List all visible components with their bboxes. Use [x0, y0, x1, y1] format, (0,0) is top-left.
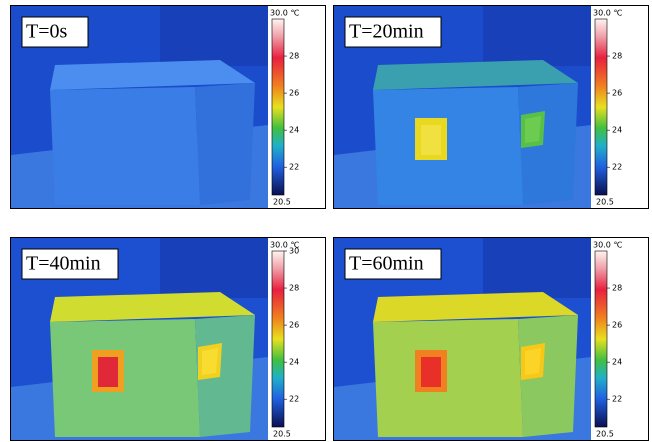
scale-min: 20.5: [273, 430, 291, 439]
tick-label: 24: [289, 358, 299, 367]
scale-max: 30.0 ℃: [270, 9, 299, 18]
bg-wall: [160, 6, 268, 66]
tick-label: 24: [289, 126, 299, 135]
tick-label: 28: [289, 52, 299, 61]
colorbar: [271, 18, 285, 196]
tick-label: 26: [289, 89, 299, 98]
label-box: [344, 248, 442, 280]
window-core: [98, 357, 118, 387]
box-top: [373, 292, 578, 322]
tick-label: 26: [612, 89, 622, 98]
time-label: T=60min: [349, 253, 424, 275]
tick-label: 22: [612, 163, 622, 172]
box-front: [50, 87, 200, 205]
window-core: [202, 348, 218, 375]
window-core: [421, 357, 441, 387]
box-top: [50, 292, 255, 322]
tick-label: 24: [612, 358, 622, 367]
window-core: [525, 348, 541, 375]
bg-wall: [483, 6, 591, 66]
tick-label: 24: [612, 126, 622, 135]
box-top: [373, 60, 578, 90]
time-label: T=0s: [26, 21, 67, 43]
time-label: T=20min: [349, 21, 424, 43]
tick-label: 28: [612, 52, 622, 61]
colorbar: [594, 18, 608, 196]
thermal-panel: 30.0 ℃ 20.5 28 26 24 22 T=60min: [333, 237, 649, 441]
bg-wall: [160, 238, 268, 298]
thermal-panel: 30.0 ℃ 20.5 30 28 26 24 22 T=40min: [10, 237, 326, 441]
scale-min: 20.5: [596, 430, 614, 439]
window-core: [525, 116, 541, 143]
scale-max: 30.0 ℃: [593, 241, 622, 250]
bg-wall: [483, 238, 591, 298]
box-front: [50, 319, 200, 437]
box-top: [50, 60, 255, 90]
tick-label: 22: [289, 163, 299, 172]
tick-label: 26: [612, 321, 622, 330]
colorbar: [594, 250, 608, 428]
tick-label: 22: [612, 395, 622, 404]
scale-min: 20.5: [596, 198, 614, 207]
label-box: [21, 16, 89, 48]
window-core: [421, 125, 441, 155]
label-box: [21, 248, 119, 280]
thermal-panel: 30.0 ℃ 20.5 28 26 24 22 T=20min: [333, 5, 649, 209]
scale-max: 30.0 ℃: [270, 241, 299, 250]
tick-label: 28: [289, 284, 299, 293]
label-box: [344, 16, 442, 48]
box-front: [373, 87, 523, 205]
thermal-panel: 30.0 ℃ 20.5 28 26 24 22 T=0s: [10, 5, 326, 209]
box-front: [373, 319, 523, 437]
tick-label: 22: [289, 395, 299, 404]
box-side: [195, 83, 255, 205]
scale-min: 20.5: [273, 198, 291, 207]
time-label: T=40min: [26, 253, 101, 275]
tick-label: 28: [612, 284, 622, 293]
colorbar: [271, 250, 285, 428]
tick-label: 30: [289, 247, 299, 256]
scale-max: 30.0 ℃: [593, 9, 622, 18]
tick-label: 26: [289, 321, 299, 330]
